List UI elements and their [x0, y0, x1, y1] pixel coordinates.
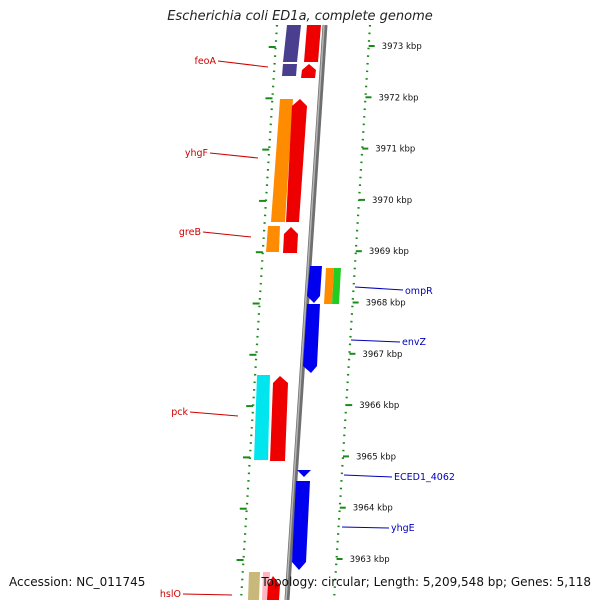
kbp-tick-label: 3963 kbp — [350, 555, 390, 565]
gene-feoA-arrow[interactable] — [301, 64, 316, 78]
gene-ompR-cog-orange[interactable] — [324, 268, 334, 304]
gene-label-envZ: envZ — [402, 337, 426, 348]
genome-backbone-highlight — [285, 24, 325, 600]
genome-backbone — [284, 24, 328, 600]
gene-label-hslO: hslO — [160, 589, 181, 600]
yhgE-leader — [341, 526, 390, 529]
right-tick-guide — [332, 24, 372, 600]
gene-yhgF-arrow[interactable] — [286, 99, 307, 222]
gene-label-greB: greB — [179, 227, 201, 238]
accession-text: Accession: NC_011745 — [9, 575, 146, 589]
gene-yhgF-cog-block[interactable] — [271, 99, 293, 222]
kbp-tick-label: 3966 kbp — [359, 401, 399, 411]
hslO-leader — [182, 593, 233, 596]
kbp-tick-label: 3972 kbp — [378, 93, 418, 103]
gene-feoA-cog-block[interactable] — [282, 64, 297, 76]
gene-ompR-cog-green[interactable] — [332, 268, 341, 304]
map-title: Escherichia coli ED1a, complete genome — [167, 9, 433, 24]
gene-label-ECED1_4062: ECED1_4062 — [394, 472, 455, 483]
gene-pck-cog-block[interactable] — [254, 375, 270, 460]
kbp-tick-label: 3967 kbp — [362, 350, 402, 360]
kbp-tick-label: 3964 kbp — [353, 504, 393, 514]
gene-label-ompR: ompR — [405, 286, 433, 297]
gene-hslO-arrow[interactable] — [267, 576, 280, 600]
ECED1_4062-leader — [343, 474, 393, 478]
gene-ompR-arrow[interactable] — [307, 266, 322, 303]
gene-greB-cog-block[interactable] — [266, 226, 280, 252]
feoA-leader — [217, 60, 269, 68]
gene-feoB-arrow[interactable] — [304, 25, 321, 62]
gene-greB-arrow[interactable] — [283, 227, 298, 253]
topology-text: Topology: circular; Length: 5,209,548 bp… — [261, 575, 591, 589]
kbp-tick-label: 3973 kbp — [382, 42, 422, 52]
gene-pck-arrow[interactable] — [270, 376, 288, 461]
yhgF-leader — [209, 152, 259, 159]
kbp-tick-label: 3969 kbp — [369, 247, 409, 257]
gene-label-yhgE: yhgE — [391, 523, 415, 534]
gene-envZ-arrow[interactable] — [303, 304, 320, 373]
gene-hslO-cog-block[interactable] — [248, 572, 260, 600]
pck-leader — [189, 411, 239, 417]
gene-label-pck: pck — [171, 407, 188, 418]
gene-yhgE-arrow[interactable] — [292, 481, 310, 570]
gene-ECED1_4062-arrow[interactable] — [297, 470, 311, 477]
gene-feoB-cog-block[interactable] — [283, 25, 301, 62]
kbp-tick-label: 3968 kbp — [366, 299, 406, 309]
left-tick-guide — [239, 24, 279, 600]
greB-leader — [202, 231, 252, 238]
kbp-tick-label: 3971 kbp — [375, 145, 415, 155]
gene-label-feoA: feoA — [194, 56, 216, 67]
gene-label-yhgF: yhgF — [185, 148, 208, 159]
ompR-leader — [354, 286, 404, 291]
envZ-leader — [350, 339, 401, 343]
kbp-tick-label: 3970 kbp — [372, 196, 412, 206]
kbp-tick-label: 3965 kbp — [356, 452, 396, 462]
